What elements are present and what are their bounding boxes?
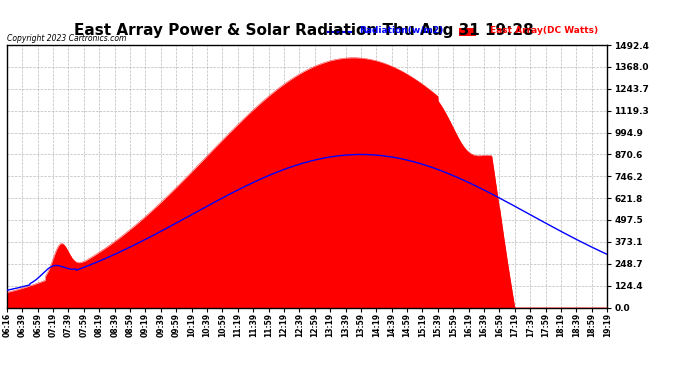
Text: East Array Power & Solar Radiation Thu Aug 31 19:28: East Array Power & Solar Radiation Thu A…: [74, 22, 533, 38]
Text: East Array(DC Watts): East Array(DC Watts): [490, 26, 598, 35]
Text: Radiation(w/m2): Radiation(w/m2): [359, 26, 443, 35]
FancyBboxPatch shape: [459, 28, 476, 36]
Text: Copyright 2023 Cartronics.com: Copyright 2023 Cartronics.com: [7, 34, 126, 43]
